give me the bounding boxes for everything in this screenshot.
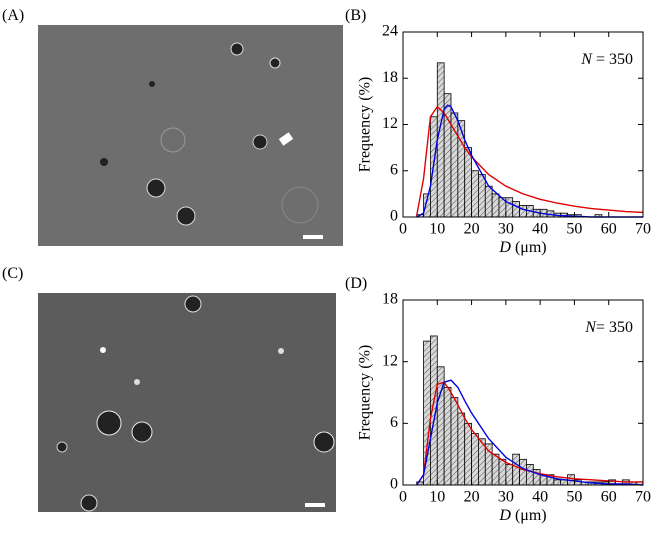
x-tick-label: 70 — [635, 489, 651, 506]
x-tick-label: 30 — [498, 489, 514, 506]
x-tick-label: 10 — [429, 489, 445, 506]
x-tick-label: 0 — [399, 489, 407, 506]
y-tick-label: 12 — [382, 115, 398, 132]
y-tick-label: 0 — [390, 476, 398, 493]
x-tick-label: 10 — [429, 221, 445, 238]
bar — [505, 197, 514, 218]
bar — [505, 464, 514, 486]
x-axis-unit: (μm) — [515, 239, 547, 256]
x-axis-unit: (μm) — [515, 507, 547, 524]
x-tick-label: 0 — [399, 221, 407, 238]
bar — [526, 464, 534, 486]
y-tick-label: 6 — [390, 161, 398, 178]
x-axis-label: D (μm) — [498, 507, 546, 524]
fit-curve — [416, 379, 644, 486]
annotation-text: = 350 — [592, 51, 633, 68]
bar — [491, 193, 500, 218]
bar — [512, 453, 520, 486]
x-axis-label: D (μm) — [498, 239, 546, 256]
y-tick-label: 24 — [382, 23, 398, 40]
x-axis-var: D — [498, 239, 511, 256]
x-tick-label: 20 — [464, 221, 480, 238]
annotation-text: = 350 — [596, 319, 633, 336]
y-axis-label: Frequency (%) — [357, 345, 374, 441]
panel-label: (C) — [2, 265, 23, 282]
bar — [519, 458, 527, 486]
fit-curve — [416, 105, 644, 216]
bar — [512, 201, 520, 218]
annotation-var: N — [584, 319, 597, 336]
panel-label: (D) — [345, 275, 367, 292]
annotation: N= 350 — [584, 319, 633, 336]
bar — [443, 386, 452, 486]
bar — [471, 170, 479, 218]
panel-label: (B) — [345, 7, 366, 24]
x-tick-label: 40 — [532, 221, 548, 238]
micrograph — [38, 293, 336, 512]
x-tick-label: 50 — [566, 221, 582, 238]
bar — [553, 479, 562, 486]
bar — [519, 205, 527, 218]
x-tick-label: 20 — [464, 489, 480, 506]
bar — [471, 433, 479, 486]
bar — [436, 62, 445, 218]
x-tick-label: 70 — [635, 221, 651, 238]
y-tick-label: 18 — [382, 69, 398, 86]
y-tick-label: 12 — [382, 352, 398, 369]
x-tick-label: 30 — [498, 221, 514, 238]
x-tick-label: 40 — [532, 489, 548, 506]
x-tick-label: 60 — [601, 489, 617, 506]
annotation: N = 350 — [580, 51, 633, 68]
y-tick-label: 18 — [382, 291, 398, 308]
y-tick-label: 0 — [390, 208, 398, 225]
bar — [484, 185, 493, 218]
bar — [450, 397, 459, 486]
x-axis-var: D — [498, 507, 511, 524]
y-axis-label: Frequency (%) — [357, 77, 374, 173]
x-tick-label: 60 — [601, 221, 617, 238]
bar — [464, 147, 472, 218]
y-tick-label: 6 — [390, 414, 398, 431]
x-tick-label: 50 — [566, 489, 582, 506]
panel-label: (A) — [2, 7, 24, 24]
bar — [457, 412, 466, 486]
bar — [478, 174, 486, 218]
bar — [491, 453, 500, 486]
micrograph — [38, 25, 343, 246]
bar — [464, 422, 472, 486]
annotation-var: N — [580, 51, 593, 68]
bar — [450, 112, 459, 218]
fit-curve — [416, 381, 643, 486]
bar — [498, 458, 507, 486]
plot-frame — [402, 299, 644, 486]
bar — [443, 93, 452, 218]
